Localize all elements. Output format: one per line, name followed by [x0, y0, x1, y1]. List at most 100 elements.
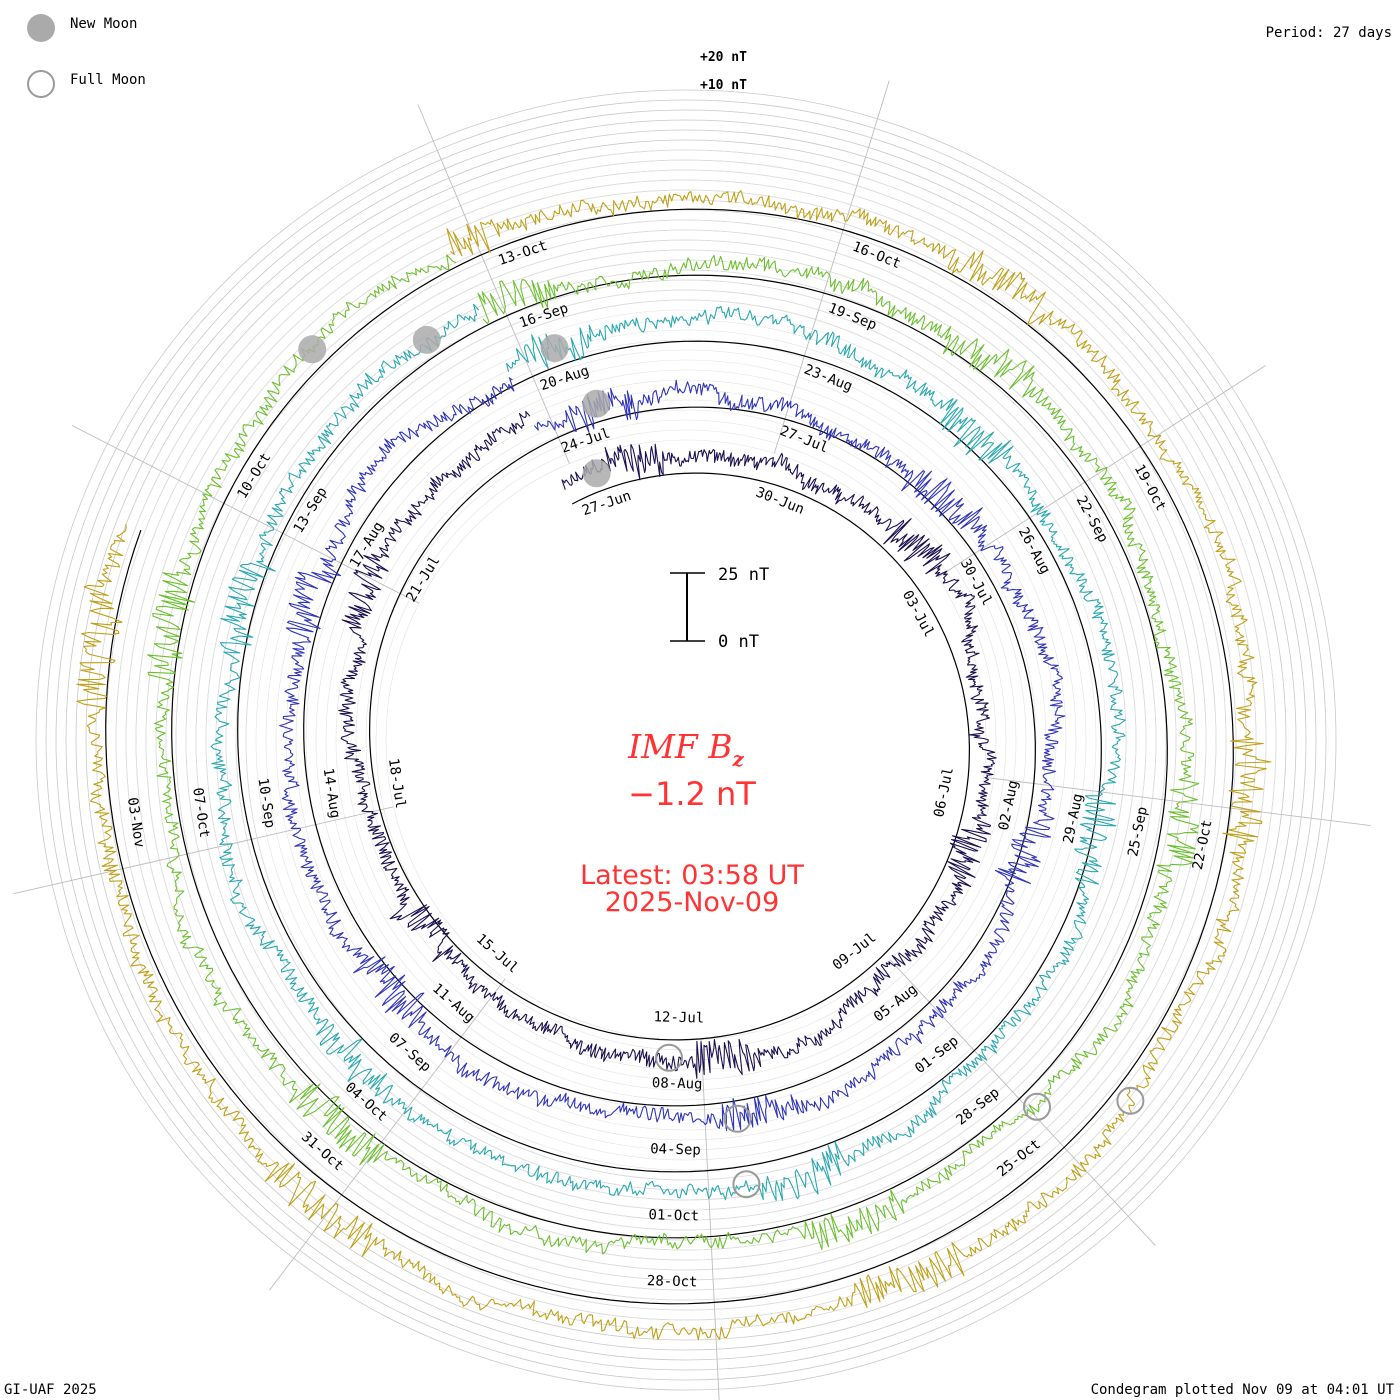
full-moon-legend-icon — [27, 70, 55, 98]
date-label: 08-Aug — [652, 1075, 703, 1092]
inner-grid-ring — [115, 169, 1257, 1311]
date-label: 28-Oct — [647, 1273, 698, 1290]
inner-grid-ring — [315, 369, 1057, 1111]
full-moon-legend-label: Full Moon — [70, 72, 146, 88]
grid-ring — [65, 119, 1307, 1361]
spoke-line — [13, 806, 394, 895]
date-label: 27-Jun — [580, 488, 633, 519]
inner-grid-ring — [285, 339, 1087, 1141]
inner-grid-ring — [375, 429, 997, 1051]
full-moon-marker — [655, 1043, 683, 1072]
spoke-line — [937, 365, 1266, 578]
latest-date: 2025-Nov-09 — [605, 887, 780, 918]
date-label: 30-Jun — [753, 484, 806, 517]
date-label: 23-Aug — [802, 362, 855, 395]
date-label: 06-Jul — [931, 766, 957, 819]
new-moon-legend-label: New Moon — [70, 16, 137, 32]
date-label: 09-Jul — [830, 930, 880, 974]
date-label: 10-Oct — [234, 450, 274, 501]
inner-grid-ring — [355, 409, 1017, 1071]
trace-cycle-5 — [76, 190, 1272, 1341]
inner-grid-ring — [205, 259, 1167, 1221]
baseline-layer — [105, 208, 1234, 1305]
trace-cycle-2 — [279, 377, 1066, 1132]
inner-grid-ring — [175, 229, 1197, 1251]
date-label: 02-Aug — [996, 779, 1022, 832]
date-label: 29-Aug — [1061, 792, 1087, 845]
zero-baseline-spiral — [105, 208, 1234, 1305]
date-label: 04-Sep — [650, 1141, 701, 1158]
spoke-line — [417, 104, 570, 464]
date-label: 25-Oct — [994, 1136, 1044, 1180]
scale-bar — [670, 572, 705, 642]
date-label: 03-Nov — [124, 796, 147, 848]
date-label: 18-Jul — [385, 757, 408, 809]
full-moon-marker — [1116, 1086, 1145, 1115]
quantity-title-subscript: z — [732, 747, 745, 771]
spoke-line — [889, 959, 1156, 1246]
date-label: 24-Jul — [559, 425, 612, 456]
inner-grid-ring — [145, 199, 1227, 1281]
scale-bar-bottom-label: 0 nT — [718, 632, 759, 652]
date-label: 19-Sep — [826, 300, 879, 333]
date-label: 10-Sep — [254, 777, 277, 829]
latest-time: Latest: 03:58 UT — [580, 860, 804, 891]
grid-layer — [35, 89, 1337, 1391]
new-moon-marker — [298, 335, 327, 364]
inner-grid-ring — [245, 299, 1127, 1181]
inner-grid-ring — [275, 329, 1097, 1151]
new-moon-marker — [582, 459, 611, 488]
spoke-line — [269, 978, 506, 1291]
trace-layer — [76, 190, 1272, 1341]
quantity-title: IMF Bz — [627, 727, 744, 771]
full-moon-marker — [723, 1104, 752, 1133]
quantity-title-main: IMF B — [627, 727, 732, 766]
new-moon-marker — [582, 389, 611, 418]
current-value: −1.2 nT — [628, 775, 756, 813]
grid-ring — [35, 89, 1337, 1391]
grid-ring — [75, 129, 1297, 1351]
full-moon-marker — [1023, 1092, 1051, 1121]
trace-cycle-4 — [146, 254, 1200, 1255]
grid-ring — [85, 139, 1287, 1341]
trace-cycle-1 — [338, 410, 997, 1079]
moon-layer — [298, 325, 1145, 1199]
inner-grid-ring — [305, 359, 1067, 1121]
date-label: 01-Oct — [648, 1207, 699, 1224]
date-label: 15-Jul — [473, 931, 521, 976]
grid-ring — [55, 109, 1317, 1371]
full-moon-marker — [732, 1170, 761, 1199]
scale-bar-top-label: 25 nT — [718, 565, 769, 585]
inner-grid-ring — [335, 389, 1037, 1091]
scale-label-plus20: +20 nT — [700, 50, 747, 65]
inner-grid-ring — [365, 419, 1007, 1061]
inner-grid-ring — [235, 289, 1137, 1191]
scale-label-plus10: +10 nT — [700, 78, 747, 93]
date-label: 03-Jul — [899, 588, 937, 640]
period-label: Period: 27 days — [1266, 25, 1392, 41]
inner-grid-ring — [345, 399, 1027, 1081]
date-label: 12-Jul — [653, 1009, 704, 1026]
inner-grid-ring — [195, 249, 1177, 1231]
date-label: 26-Aug — [1015, 525, 1053, 577]
date-label: 14-Aug — [320, 767, 343, 819]
new-moon-marker — [540, 334, 569, 363]
inner-grid-ring — [325, 379, 1047, 1101]
inner-grid-ring — [185, 239, 1187, 1241]
trace-cycle-3 — [210, 303, 1126, 1201]
date-label: 07-Oct — [189, 787, 212, 839]
date-label: 20-Aug — [538, 363, 591, 394]
footer-plot-time: Condegram plotted Nov 09 at 04:01 UT — [1091, 1382, 1395, 1398]
date-label: 30-Jul — [957, 556, 995, 608]
inner-grid-ring — [165, 219, 1207, 1261]
new-moon-marker — [412, 325, 441, 354]
grid-ring — [45, 99, 1327, 1381]
spoke-line — [983, 776, 1371, 827]
date-label: 27-Jul — [778, 423, 831, 456]
footer-credit: GI-UAF 2025 — [4, 1382, 97, 1398]
inner-grid-ring — [255, 309, 1117, 1171]
inner-grid-ring — [295, 349, 1077, 1131]
new-moon-legend-icon — [27, 14, 55, 42]
